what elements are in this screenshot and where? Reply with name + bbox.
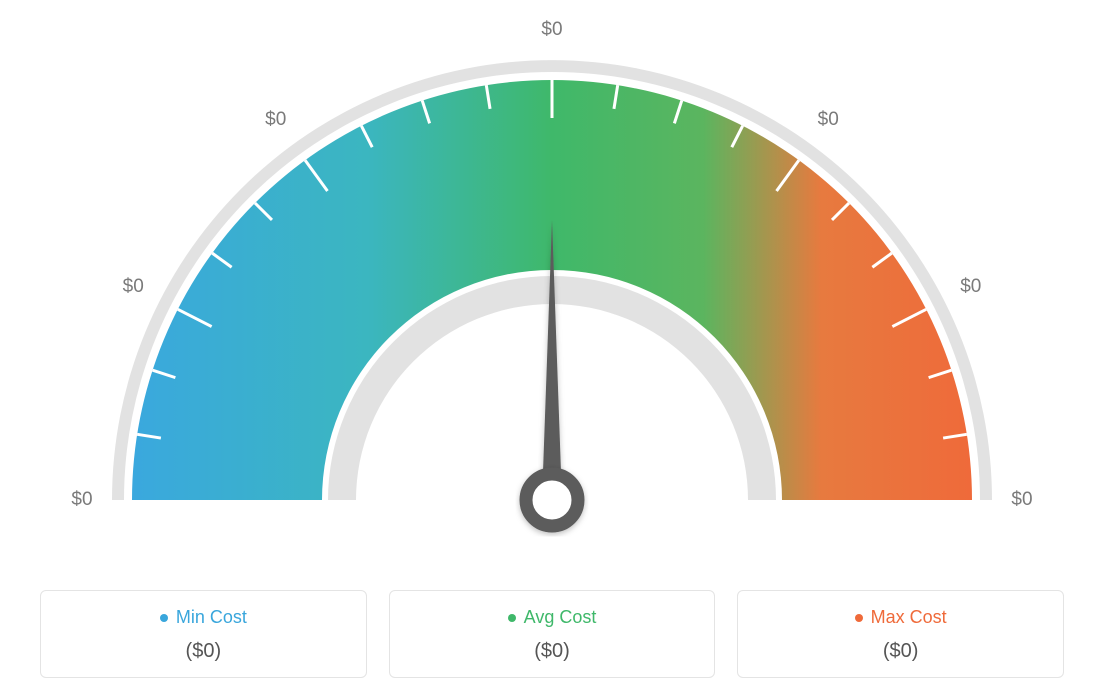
gauge-tick-label: $0 [71, 489, 92, 511]
legend-cards: Min Cost ($0) Avg Cost ($0) Max Cost ($0… [40, 590, 1064, 678]
card-min-value: ($0) [51, 640, 356, 663]
card-min-title: Min Cost [160, 607, 247, 628]
card-min-label: Min Cost [176, 607, 247, 628]
card-avg-label: Avg Cost [524, 607, 597, 628]
card-min-cost: Min Cost ($0) [40, 590, 367, 678]
dot-max [855, 614, 863, 622]
gauge-tick-label: $0 [818, 109, 839, 131]
dot-min [160, 614, 168, 622]
gauge-svg [52, 20, 1052, 560]
gauge-tick-label: $0 [541, 19, 562, 41]
card-avg-cost: Avg Cost ($0) [389, 590, 716, 678]
gauge-tick-label: $0 [960, 276, 981, 298]
card-max-title: Max Cost [855, 607, 947, 628]
gauge-chart: $0 $0 $0 $0 $0 $0 $0 [0, 0, 1104, 560]
card-avg-value: ($0) [400, 640, 705, 663]
card-max-label: Max Cost [871, 607, 947, 628]
card-avg-title: Avg Cost [508, 607, 597, 628]
card-max-cost: Max Cost ($0) [737, 590, 1064, 678]
gauge-tick-label: $0 [123, 276, 144, 298]
dot-avg [508, 614, 516, 622]
gauge-tick-label: $0 [1011, 489, 1032, 511]
gauge-tick-label: $0 [265, 109, 286, 131]
card-max-value: ($0) [748, 640, 1053, 663]
